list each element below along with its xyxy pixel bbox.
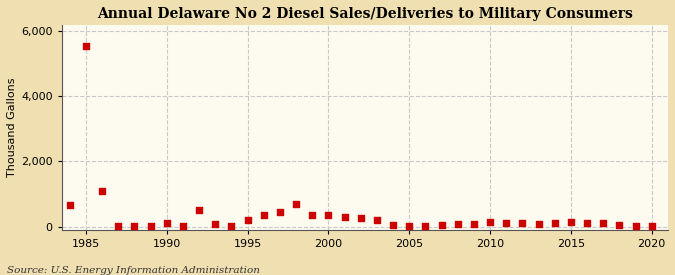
Point xyxy=(242,218,253,222)
Point xyxy=(371,218,382,222)
Point xyxy=(468,222,479,226)
Point xyxy=(647,224,657,229)
Point xyxy=(64,203,75,208)
Point xyxy=(49,223,59,227)
Point xyxy=(582,221,593,226)
Point xyxy=(533,222,544,226)
Point xyxy=(161,221,172,225)
Point xyxy=(323,213,334,217)
Text: Source: U.S. Energy Information Administration: Source: U.S. Energy Information Administ… xyxy=(7,266,260,275)
Point xyxy=(355,216,366,221)
Point xyxy=(566,219,576,224)
Point xyxy=(80,44,91,48)
Point xyxy=(614,223,625,227)
Point xyxy=(97,189,107,193)
Point xyxy=(598,221,609,226)
Point xyxy=(452,222,463,226)
Point xyxy=(291,202,302,206)
Point xyxy=(485,219,495,224)
Point xyxy=(340,214,350,219)
Point xyxy=(178,224,188,228)
Point xyxy=(501,221,512,226)
Point xyxy=(436,223,447,227)
Point xyxy=(145,224,156,229)
Point xyxy=(129,224,140,228)
Title: Annual Delaware No 2 Diesel Sales/Deliveries to Military Consumers: Annual Delaware No 2 Diesel Sales/Delive… xyxy=(97,7,632,21)
Point xyxy=(307,213,318,217)
Point xyxy=(259,213,269,217)
Point xyxy=(549,221,560,226)
Point xyxy=(630,223,641,228)
Point xyxy=(210,222,221,226)
Y-axis label: Thousand Gallons: Thousand Gallons xyxy=(7,78,17,177)
Point xyxy=(420,224,431,228)
Point xyxy=(387,223,398,227)
Point xyxy=(517,221,528,226)
Point xyxy=(194,208,205,213)
Point xyxy=(113,223,124,228)
Point xyxy=(275,210,286,214)
Point xyxy=(404,223,414,228)
Point xyxy=(226,224,237,228)
